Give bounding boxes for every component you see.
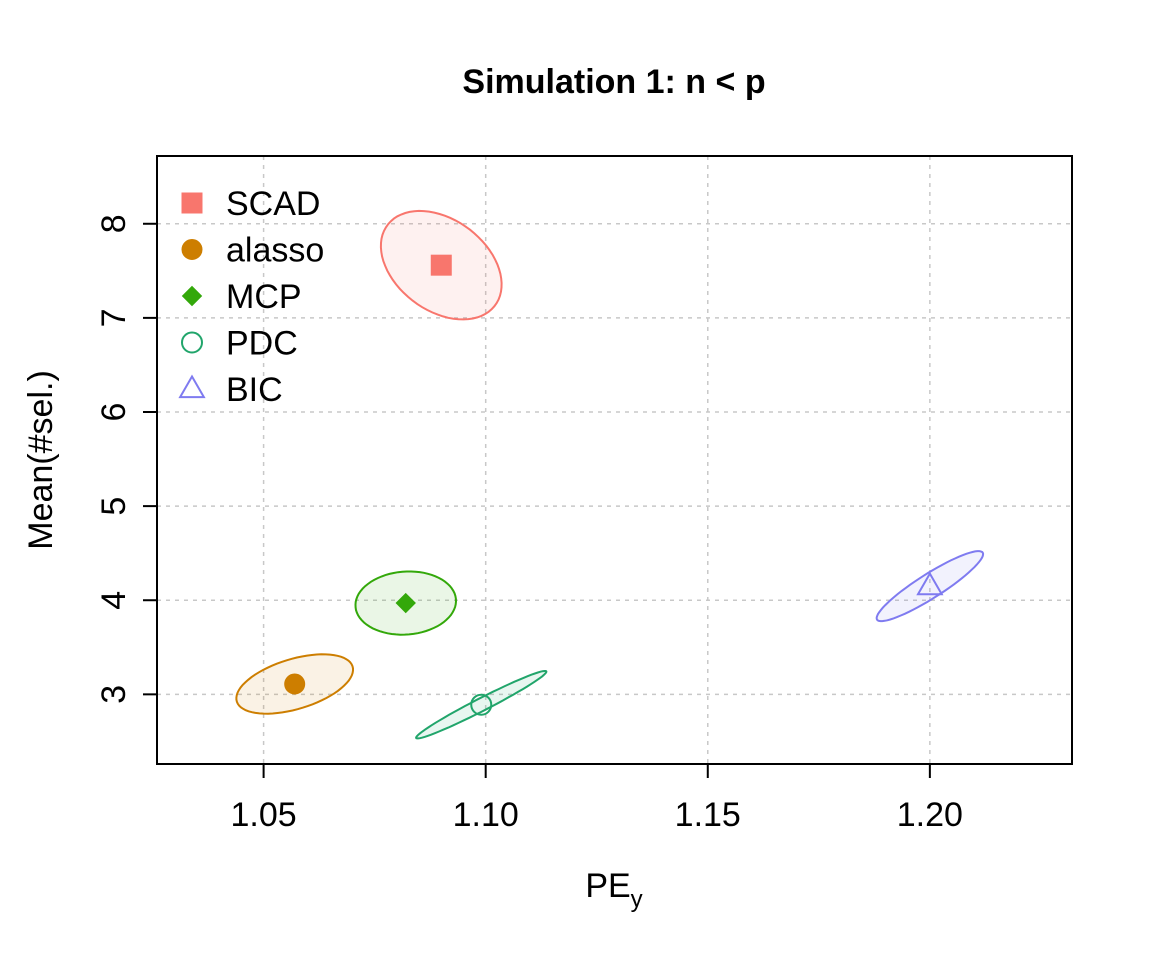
x-tick-label: 1.20 (897, 796, 963, 834)
point-alasso (284, 673, 306, 695)
point-scad (430, 254, 452, 276)
x-axis-label: PEy (585, 867, 642, 913)
point-bic (916, 571, 944, 596)
x-tick-label: 1.15 (675, 796, 741, 834)
y-tick-label: 7 (95, 308, 133, 327)
x-tick-label: 1.05 (231, 796, 297, 834)
y-tick-label: 3 (95, 685, 133, 704)
y-tick-label: 4 (95, 591, 133, 610)
y-tick-label: 6 (95, 403, 133, 422)
ellipse-bic (875, 550, 985, 623)
legend-label-alasso: alasso (226, 232, 324, 270)
axes: 1.05 1.10 1.15 1.20 3 4 5 6 7 8 (95, 214, 963, 834)
y-tick-label: 8 (95, 214, 133, 233)
legend: SCAD alasso MCP PDC BIC (178, 185, 324, 409)
data-points (284, 254, 944, 716)
point-pdc (470, 693, 493, 716)
legend-marker-scad (181, 192, 203, 214)
legend-label-scad: SCAD (226, 185, 320, 223)
grid (157, 156, 1072, 764)
legend-marker-bic (178, 374, 206, 399)
legend-marker-alasso (181, 239, 203, 260)
x-axis-label-subscript: y (631, 886, 643, 913)
y-tick-label: 5 (95, 497, 133, 516)
legend-marker-mcp (181, 285, 203, 307)
confidence-ellipses (235, 209, 985, 740)
x-axis-label-main: PE (585, 867, 630, 905)
ellipse-pdc (415, 670, 548, 740)
legend-label-mcp: MCP (226, 278, 302, 316)
chart-title: Simulation 1: n < p (462, 63, 765, 101)
point-mcp (395, 592, 416, 614)
y-axis-label: Mean(#sel.) (22, 370, 60, 550)
legend-label-bic: BIC (226, 371, 283, 409)
x-tick-label: 1.10 (453, 796, 519, 834)
legend-label-pdc: PDC (226, 325, 298, 363)
legend-marker-pdc (181, 331, 203, 354)
